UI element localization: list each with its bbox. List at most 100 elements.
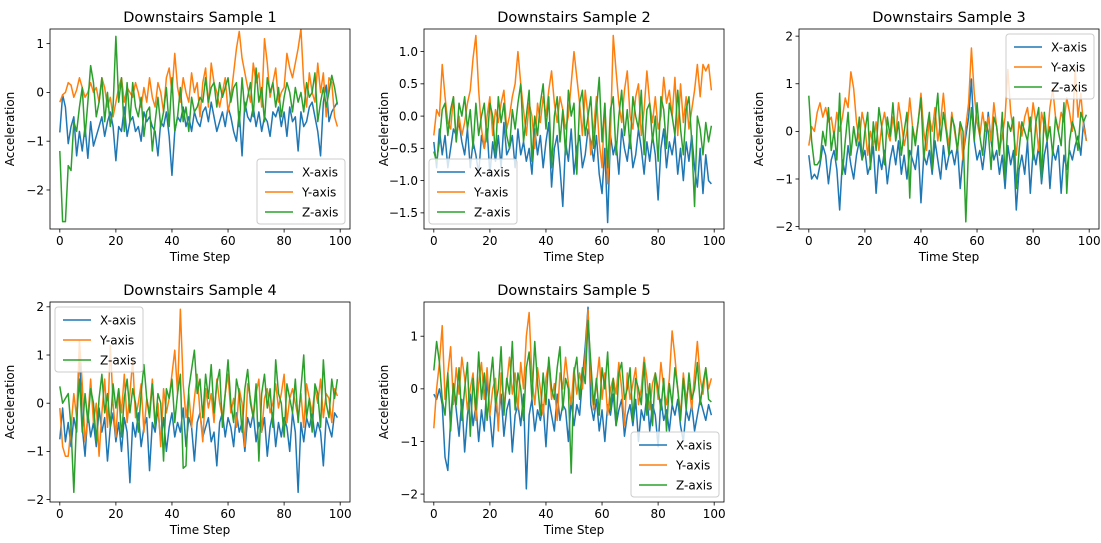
subplot-3: 0 20 40 60 80 100 −2 −1 0 1 2 Downstairs Sample 3 Ti… [752,10,1101,264]
legend: X-axis Y-axis Z-axis [1005,33,1095,100]
legend-label: X-axis [474,165,510,179]
legend-label: Z-axis [100,353,136,367]
legend-label: Y-axis [473,185,508,199]
legend-label: Z-axis [676,478,712,492]
plot-area [808,47,1088,223]
series-line-x-axis [59,84,339,177]
series-line-z-axis [808,92,1088,223]
axes-frame [423,301,725,503]
legend-label: Y-axis [1050,60,1085,74]
series-line-z-axis [59,35,339,223]
x-tick-label: 100 [329,234,352,248]
plot-area [59,308,339,494]
chart-title: Downstairs Sample 3 [872,10,1026,26]
x-tick-label: 80 [650,234,665,248]
y-tick-label: −1 [26,134,44,148]
x-tick-label: 60 [969,234,984,248]
x-tick-label: 0 [805,234,813,248]
x-tick-label: 0 [56,507,64,521]
x-tick-label: 60 [220,507,235,521]
legend-label: X-axis [676,438,712,452]
legend-label: X-axis [1051,40,1087,54]
x-tick-label: 60 [594,234,609,248]
x-tick-label: 20 [857,234,872,248]
legend-label: Z-axis [302,205,338,219]
y-axis-label: Acceleration [752,92,766,167]
y-tick-label: −2 [775,220,793,234]
x-axis-label: Time Step [169,523,231,537]
y-tick-label: −1 [400,435,418,449]
x-axis-label: Time Step [543,250,605,264]
legend-box [630,431,720,498]
y-tick-label: 1 [36,37,44,51]
series-line-z-axis [433,319,712,474]
y-tick-label: 1 [410,330,418,344]
x-tick-label: 40 [538,234,553,248]
x-tick-label: 60 [594,507,609,521]
subplot-4: 0 20 40 60 80 100 −2 −1 0 1 2 Downstairs Sample 4 Ti… [3,283,352,537]
x-tick-label: 80 [276,507,291,521]
legend-label: Z-axis [474,205,510,219]
x-tick-label: 80 [650,507,665,521]
legend-label: Y-axis [99,333,134,347]
y-tick-label: −1.0 [389,174,418,188]
legend-box [428,158,518,225]
axes-frame [49,301,351,503]
y-axis-label: Acceleration [377,365,391,440]
y-axis-label: Acceleration [3,365,17,440]
y-tick-label: 1 [36,348,44,362]
series-line-z-axis [433,76,713,208]
chart-title: Downstairs Sample 1 [123,10,277,26]
legend-label: Z-axis [1051,80,1087,94]
series-line-x-axis [59,344,339,494]
y-tick-label: 0.5 [399,77,418,91]
x-tick-label: 20 [108,507,123,521]
chart-title: Downstairs Sample 4 [123,283,277,299]
y-axis-label: Acceleration [377,92,391,167]
legend-label: X-axis [302,165,338,179]
plot-area [59,29,339,223]
chart-title: Downstairs Sample 2 [497,10,651,26]
axes-frame [798,28,1100,230]
x-tick-label: 0 [430,507,438,521]
subplot-1: 0 20 40 60 80 100 −2 −1 0 1 Downstairs Sample 1 Tim… [3,10,352,264]
y-tick-label: −2 [26,183,44,197]
axes-frame [49,28,351,230]
y-tick-label: −2 [400,487,418,501]
x-tick-label: 0 [56,234,64,248]
y-tick-label: 1.0 [399,45,418,59]
x-tick-label: 60 [220,234,235,248]
y-tick-label: −1.5 [389,206,418,220]
y-tick-label: 0 [410,382,418,396]
x-axis-label: Time Step [543,523,605,537]
x-tick-label: 20 [482,234,497,248]
x-tick-label: 40 [164,234,179,248]
legend-box [54,306,144,373]
series-line-y-axis [433,34,713,185]
legend-box [1005,33,1095,100]
x-tick-label: 20 [108,234,123,248]
x-tick-label: 100 [1078,234,1101,248]
y-tick-label: 0 [36,86,44,100]
y-tick-label: 2 [36,300,44,314]
series-line-x-axis [433,121,712,224]
legend-label: X-axis [100,313,136,327]
y-tick-label: −1 [775,172,793,186]
legend: X-axis Y-axis Z-axis [54,306,144,373]
subplot-5: 0 20 40 60 80 100 −2 −1 0 1 Downstairs Sample 5 Tim… [377,283,726,537]
y-axis-label: Acceleration [3,92,17,167]
x-tick-label: 40 [913,234,928,248]
subplot-2: 0 20 40 60 80 100 −1.5 −1.0 −0.5 0.0 0.5 1.0 Downsta… [377,10,726,264]
legend-box [256,158,346,225]
chart-title: Downstairs Sample 5 [497,283,651,299]
y-tick-label: 2 [785,29,793,43]
y-tick-label: −2 [26,493,44,507]
axes-frame [423,28,725,230]
x-tick-label: 80 [1025,234,1040,248]
x-axis-label: Time Step [169,250,231,264]
x-tick-label: 0 [430,234,438,248]
y-tick-label: 0 [36,397,44,411]
legend: X-axis Y-axis Z-axis [256,158,346,225]
x-tick-label: 100 [703,507,726,521]
y-tick-label: −0.5 [389,142,418,156]
